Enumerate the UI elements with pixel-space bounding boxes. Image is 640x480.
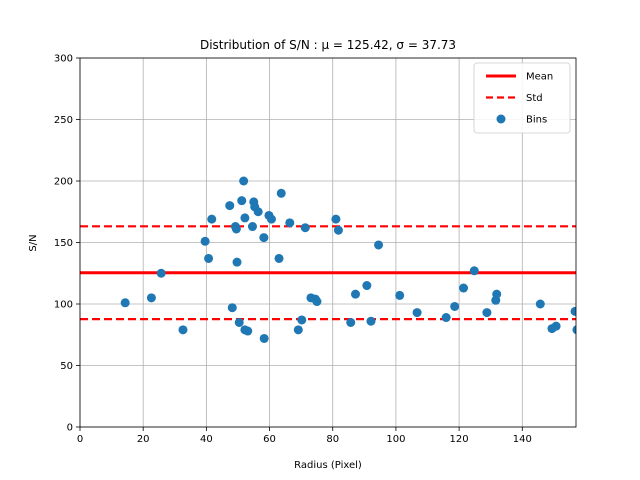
scatter-point <box>346 317 356 327</box>
scatter-point <box>243 326 253 336</box>
scatter-point <box>535 299 545 309</box>
scatter-point <box>374 240 384 250</box>
y-tick-label: 150 <box>54 238 73 249</box>
y-tick-label: 300 <box>54 54 73 65</box>
scatter-point <box>331 214 341 224</box>
y-tick-label: 250 <box>54 115 73 126</box>
scatter-point <box>285 218 295 228</box>
x-tick-label: 100 <box>386 434 405 445</box>
scatter-point <box>259 233 269 243</box>
scatter-point <box>300 223 310 233</box>
scatter-point <box>395 290 405 300</box>
scatter-point <box>240 213 250 223</box>
scatter-point <box>146 293 156 303</box>
scatter-point <box>469 266 479 276</box>
y-tick-label: 50 <box>60 361 73 372</box>
scatter-point <box>362 281 372 291</box>
scatter-point <box>459 283 469 293</box>
scatter-point <box>225 201 235 211</box>
scatter-point <box>247 222 257 232</box>
scatter-point <box>450 301 460 311</box>
scatter-point <box>253 207 263 217</box>
y-axis-label: S/N <box>28 234 39 251</box>
x-tick-label: 20 <box>137 434 150 445</box>
scatter-point <box>572 325 576 335</box>
scatter-point <box>274 253 284 263</box>
scatter-point <box>350 289 360 299</box>
scatter-point <box>276 188 286 198</box>
x-tick-label: 0 <box>77 434 83 445</box>
scatter-point <box>293 325 303 335</box>
scatter-point <box>234 317 244 327</box>
x-tick-label: 60 <box>263 434 276 445</box>
scatter-point <box>227 303 237 313</box>
y-tick-label: 200 <box>54 177 73 188</box>
x-tick-label: 120 <box>450 434 469 445</box>
x-axis-label: Radius (Pixel) <box>294 460 362 471</box>
x-tick-label: 80 <box>326 434 339 445</box>
scatter-point <box>492 289 502 299</box>
scatter-point <box>207 214 217 224</box>
legend-label-bins: Bins <box>526 115 547 126</box>
scatter-point <box>441 313 451 323</box>
y-axis-ticks: 0 50 100 150 200 250 300 <box>54 54 80 434</box>
scatter-point <box>412 308 422 318</box>
scatter-point <box>178 325 188 335</box>
scatter-point <box>120 298 130 308</box>
scatter-point <box>551 321 561 331</box>
scatter-point <box>297 315 307 325</box>
scatter-point <box>482 308 492 318</box>
scatter-point <box>231 224 241 234</box>
scatter-point <box>333 225 343 235</box>
scatter-point <box>237 196 247 206</box>
data-points <box>120 176 576 343</box>
scatter-point <box>200 236 210 246</box>
x-tick-label: 140 <box>513 434 532 445</box>
legend-bins-swatch <box>496 114 506 124</box>
scatter-point <box>259 333 269 343</box>
y-tick-label: 100 <box>54 300 73 311</box>
legend-label-std: Std <box>526 93 543 104</box>
scatter-point <box>266 214 276 224</box>
scatter-point <box>232 257 242 267</box>
scatter-point <box>366 316 376 326</box>
chart-title: Distribution of S/N : μ = 125.42, σ = 37… <box>200 38 456 52</box>
y-tick-label: 0 <box>67 423 73 434</box>
legend: Mean Std Bins <box>473 62 571 134</box>
scatter-point <box>312 297 322 307</box>
scatter-point <box>239 176 249 186</box>
legend-label-mean: Mean <box>526 72 553 83</box>
x-axis-ticks: 0 20 40 60 80 100 120 140 <box>77 427 532 445</box>
scatter-point <box>204 253 214 263</box>
legend-box <box>473 62 571 134</box>
scatter-point <box>570 306 576 316</box>
x-tick-label: 40 <box>200 434 213 445</box>
scatter-point <box>156 268 166 278</box>
